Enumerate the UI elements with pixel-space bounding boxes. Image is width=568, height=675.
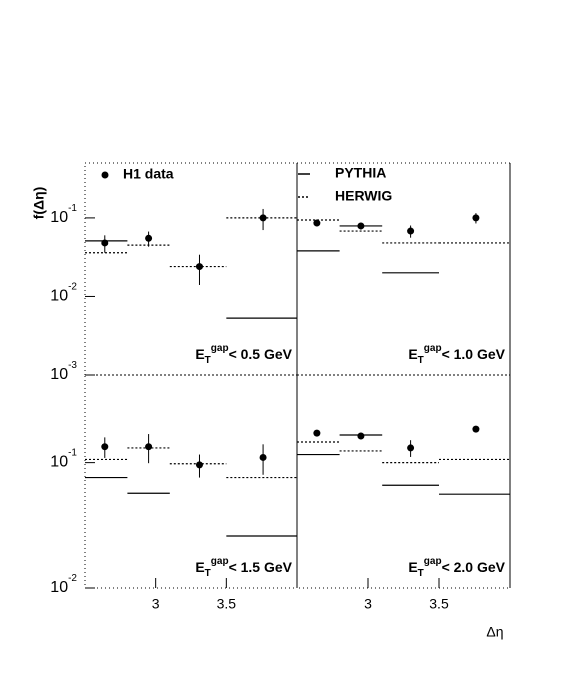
data-point: [472, 425, 480, 433]
y-tick-label: 10-3: [50, 360, 77, 384]
y-tick-base: 10: [50, 579, 68, 596]
label-sup: gap: [211, 556, 229, 567]
y-tick-label: 10-1: [50, 203, 77, 227]
panel-label: ETgap< 1.5 GeV: [195, 556, 292, 579]
label-sup: gap: [424, 556, 442, 567]
y-tick-exponent: -3: [68, 360, 77, 371]
label-rest: < 1.0 GeV: [442, 346, 506, 362]
data-point: [195, 461, 203, 469]
data-point: [472, 214, 480, 222]
data-point: [145, 443, 153, 451]
data-point: [407, 227, 415, 235]
y-axis-label: f(Δη): [31, 187, 47, 220]
y-tick-base: 10: [50, 454, 68, 471]
panel-label: ETgap< 1.0 GeV: [408, 343, 505, 366]
panel-label: ETgap< 2.0 GeV: [408, 556, 505, 579]
y-tick-exponent: -1: [68, 447, 77, 458]
label-sup: gap: [424, 343, 442, 354]
data-point: [357, 432, 365, 440]
data-point: [313, 429, 321, 437]
y-tick-label: 10-2: [50, 573, 77, 597]
y-tick-exponent: -2: [68, 573, 77, 584]
label-main: E: [408, 559, 417, 575]
data-point: [313, 219, 321, 227]
label-main: E: [408, 346, 417, 362]
label-sub: T: [205, 355, 211, 366]
data-point: [407, 444, 415, 452]
y-tick-label: 10-2: [50, 281, 77, 305]
legend-label: H1 data: [123, 166, 174, 182]
x-tick-label: 3: [364, 596, 372, 612]
label-sub: T: [205, 568, 211, 579]
data-point: [259, 453, 267, 461]
label-sup: gap: [211, 343, 229, 354]
y-tick-exponent: -1: [68, 203, 77, 214]
legend-marker: [101, 171, 109, 179]
data-point: [101, 443, 109, 451]
label-sub: T: [418, 355, 424, 366]
x-tick-label: 3: [152, 596, 160, 612]
label-sub: T: [418, 568, 424, 579]
y-tick-base: 10: [50, 366, 68, 383]
data-point: [145, 234, 153, 242]
panel-frame: [84, 374, 298, 589]
label-main: E: [195, 346, 204, 362]
x-tick-label: 3.5: [429, 596, 449, 612]
y-tick-base: 10: [50, 288, 68, 305]
y-tick-exponent: -2: [68, 281, 77, 292]
y-tick-base: 10: [50, 209, 68, 226]
panel-frame: [84, 162, 298, 376]
label-rest: < 0.5 GeV: [229, 346, 293, 362]
label-main: E: [195, 559, 204, 575]
x-tick-label: 3.5: [217, 596, 237, 612]
y-tick-label: 10-1: [50, 447, 77, 471]
label-rest: < 1.5 GeV: [229, 559, 293, 575]
legend-label: PYTHIA: [335, 165, 386, 181]
panel-label: ETgap< 0.5 GeV: [195, 343, 292, 366]
x-axis-label: Δη: [486, 624, 503, 640]
panel-frame: [296, 162, 511, 376]
label-rest: < 2.0 GeV: [442, 559, 506, 575]
legend-label: HERWIG: [335, 188, 392, 204]
panel-frame: [296, 374, 511, 589]
